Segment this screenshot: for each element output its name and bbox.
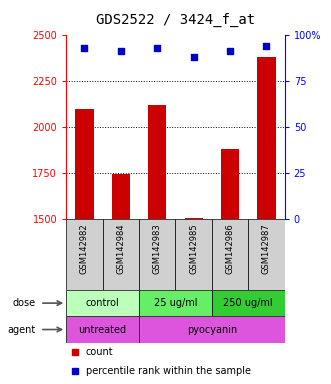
Text: GSM142987: GSM142987 [262, 223, 271, 274]
Text: control: control [86, 298, 119, 308]
Bar [139, 220, 175, 290]
Bar [248, 220, 285, 290]
Text: GSM142985: GSM142985 [189, 223, 198, 274]
Bar [139, 316, 285, 343]
Bar [148, 105, 166, 220]
Point [118, 48, 123, 54]
Point [155, 45, 160, 51]
Text: GDS2522 / 3424_f_at: GDS2522 / 3424_f_at [96, 13, 255, 27]
Bar [139, 290, 212, 316]
Point [227, 48, 233, 54]
Point [82, 45, 87, 51]
Text: percentile rank within the sample: percentile rank within the sample [86, 366, 251, 376]
Bar [212, 290, 285, 316]
Text: 25 ug/ml: 25 ug/ml [154, 298, 197, 308]
Point [191, 54, 196, 60]
Text: GSM142983: GSM142983 [153, 223, 162, 274]
Text: GSM142986: GSM142986 [225, 223, 235, 274]
Bar [212, 220, 248, 290]
Text: 250 ug/ml: 250 ug/ml [223, 298, 273, 308]
Bar [257, 57, 275, 220]
Bar [175, 220, 212, 290]
Text: GSM142984: GSM142984 [116, 223, 125, 274]
Text: dose: dose [13, 298, 36, 308]
Text: pyocyanin: pyocyanin [187, 324, 237, 334]
Text: agent: agent [7, 324, 36, 334]
Bar [66, 220, 103, 290]
Bar [103, 220, 139, 290]
Point [264, 43, 269, 49]
Bar [66, 316, 139, 343]
Text: untreated: untreated [78, 324, 127, 334]
Bar [66, 290, 139, 316]
Text: count: count [86, 347, 114, 357]
Text: GSM142982: GSM142982 [80, 223, 89, 274]
Bar [221, 149, 239, 220]
Bar [185, 218, 203, 220]
Bar [112, 174, 130, 220]
Bar [75, 109, 94, 220]
